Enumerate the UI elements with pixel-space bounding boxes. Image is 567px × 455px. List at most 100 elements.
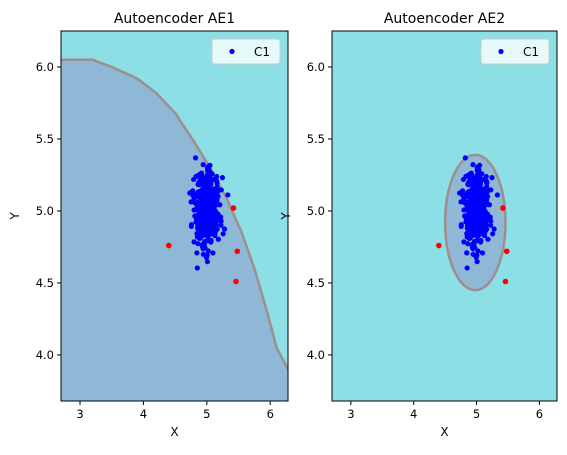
x-tick-label: 4 — [410, 407, 417, 421]
x-tick-label: 6 — [536, 407, 543, 421]
c1-point — [480, 219, 486, 225]
c1-point — [462, 200, 468, 206]
y-tick-label: 4.0 — [36, 348, 54, 362]
c1-point — [218, 187, 224, 193]
legend-marker — [229, 48, 235, 55]
c1-point — [221, 226, 228, 232]
c1-point — [486, 202, 493, 208]
c1-point — [204, 210, 211, 216]
c1-point — [208, 181, 214, 187]
c1-point — [205, 237, 211, 243]
c1-point — [472, 175, 478, 181]
c1-point — [484, 226, 490, 232]
c1-point — [192, 155, 199, 161]
axes-frame — [60, 30, 289, 402]
c1-point — [477, 181, 484, 187]
legend-label: C1 — [523, 45, 539, 59]
c1-point — [218, 218, 224, 224]
c1-point — [494, 192, 500, 198]
c1-point — [205, 203, 211, 209]
x-tick-label: 3 — [347, 407, 354, 421]
c1-point — [461, 239, 467, 245]
c1-point — [464, 265, 470, 271]
legend: C1 — [211, 38, 281, 65]
c1-point — [202, 175, 208, 181]
y-tick-label: 5.5 — [36, 132, 54, 146]
x-axis-label: X — [170, 425, 178, 439]
c1-point — [470, 246, 476, 252]
y-tick-label: 5.0 — [307, 204, 325, 218]
legend-box — [211, 38, 281, 65]
c1-point — [201, 218, 207, 224]
c1-point — [471, 195, 477, 201]
c1-point — [194, 265, 200, 271]
c1-point — [474, 259, 480, 265]
decision-region — [61, 59, 288, 401]
c1-point — [467, 176, 473, 183]
outlier-point — [503, 248, 510, 255]
legend: C1 — [480, 38, 550, 65]
c1-point — [485, 236, 491, 242]
c1-point — [478, 188, 484, 195]
c1-point — [205, 216, 211, 223]
outlier-point — [500, 205, 506, 211]
x-tick-label: 5 — [473, 407, 480, 421]
c1-point — [191, 239, 197, 245]
chart-title: Autoencoder AE2 — [384, 11, 505, 27]
c1-point — [208, 188, 215, 195]
c1-point — [225, 192, 231, 198]
c1-point — [217, 202, 223, 208]
c1-point — [459, 188, 466, 194]
c1-point — [190, 176, 197, 183]
c1-point — [206, 194, 212, 200]
c1-point — [470, 251, 476, 257]
y-tick-label: 4.5 — [36, 276, 54, 290]
c1-point — [200, 246, 206, 252]
decision-boundary — [61, 58, 288, 370]
c1-point — [462, 155, 468, 161]
c1-point — [474, 216, 480, 223]
c1-point — [474, 230, 480, 237]
c1-point — [215, 213, 222, 219]
x-axis-label: X — [440, 425, 448, 439]
chart-title: Autoencoder AE1 — [114, 11, 235, 27]
y-tick-label: 5.0 — [36, 204, 54, 218]
c1-point — [488, 187, 494, 193]
legend-label: C1 — [254, 45, 270, 59]
c1-point — [467, 199, 473, 205]
c1-point — [197, 199, 203, 205]
c1-point — [211, 219, 217, 225]
c1-point — [474, 210, 480, 216]
c1-point — [202, 223, 209, 230]
c1-point — [472, 223, 478, 230]
subplot-ae1: 3 4 5 6 4.0 4.5 5.0 5.5 6.0 Autoencoder AE1 X Y C1 — [8, 11, 289, 439]
c1-point — [218, 222, 224, 228]
c1-point — [219, 175, 226, 181]
c1-point — [475, 237, 481, 243]
outlier-point — [234, 248, 241, 255]
c1-point — [479, 250, 486, 256]
x-tick-label: 6 — [267, 407, 274, 421]
c1-point — [214, 226, 220, 232]
c1-point — [475, 203, 481, 209]
c1-point — [489, 175, 495, 181]
c1-point — [205, 230, 211, 237]
c1-point — [469, 205, 476, 211]
legend-box — [480, 38, 550, 65]
outlier-point — [233, 278, 239, 285]
x-tick-label: 4 — [140, 407, 147, 421]
c1-point — [194, 234, 201, 240]
y-tick-label: 4.0 — [307, 348, 325, 362]
c1-point — [460, 176, 467, 183]
axes-frame — [331, 30, 558, 402]
c1-point — [470, 162, 476, 168]
x-tick-label: 3 — [76, 407, 83, 421]
c1-point — [474, 186, 480, 192]
subplot-ae2: 3 4 5 6 4.0 4.5 5.0 5.5 6.0 Autoencoder AE2 X Y C1 — [279, 11, 558, 439]
c1-point — [464, 223, 471, 229]
c1-point — [199, 172, 205, 178]
c1-point — [200, 205, 206, 211]
c1-point — [215, 236, 221, 242]
c1-point — [200, 251, 206, 257]
